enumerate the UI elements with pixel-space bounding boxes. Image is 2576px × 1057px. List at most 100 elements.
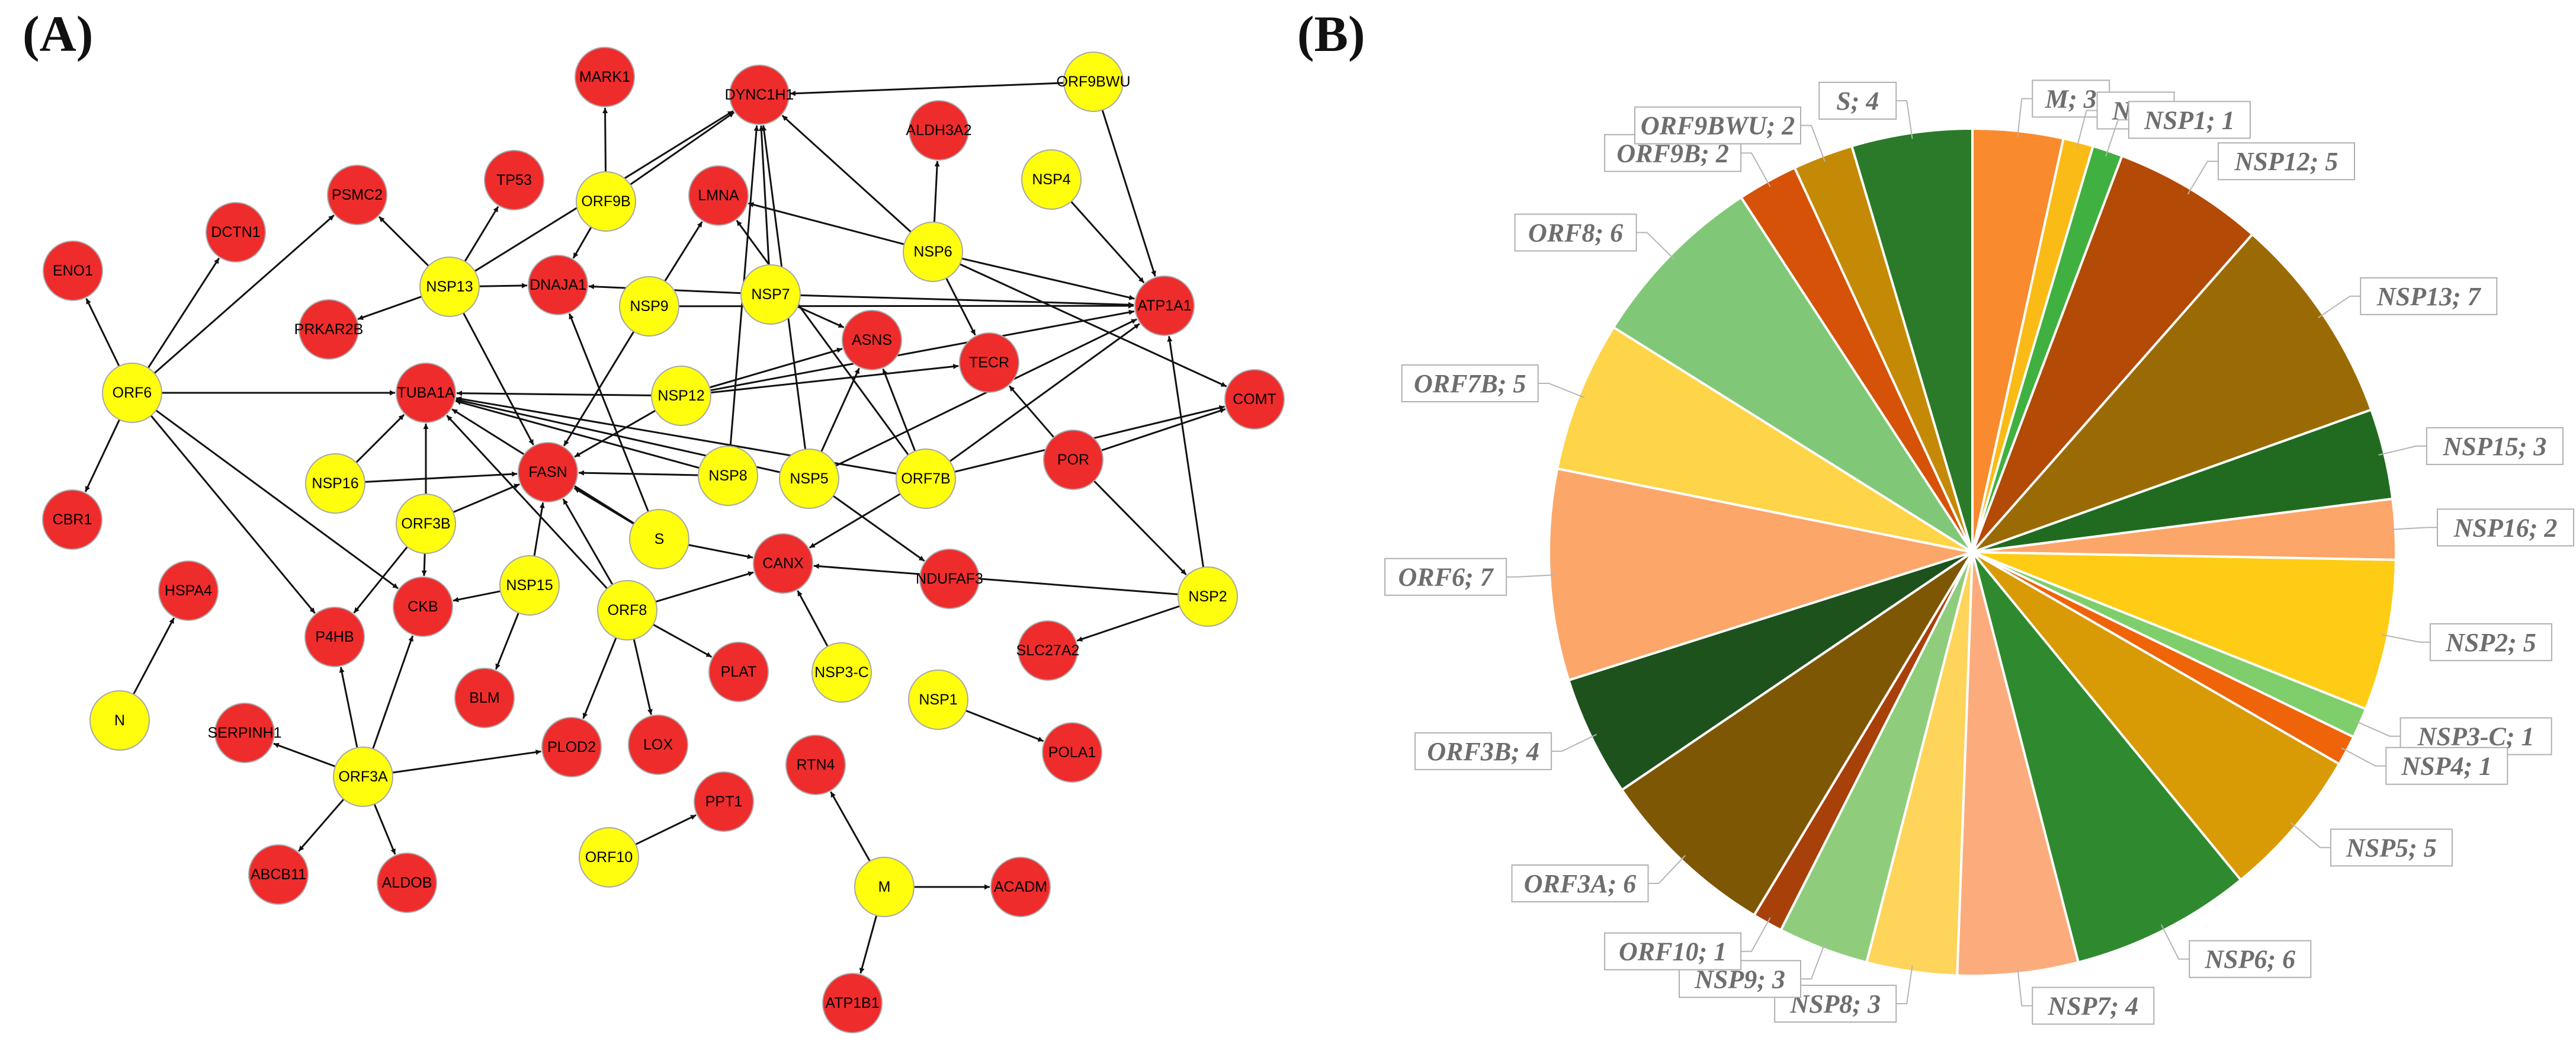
node-circle: [822, 973, 883, 1033]
node-circle: [484, 150, 544, 210]
node-aldh3a2[interactable]: ALDH3A2: [906, 100, 972, 161]
node-atp1a1[interactable]: ATP1A1: [1134, 276, 1195, 336]
node-pola1[interactable]: POLA1: [1042, 722, 1102, 783]
node-nsp5[interactable]: NSP5: [779, 449, 839, 509]
node-label: PSMC2: [332, 187, 383, 203]
node-n[interactable]: N: [89, 690, 150, 751]
node-psmc2[interactable]: PSMC2: [327, 165, 387, 225]
edge-nsp12-to-tecr: [710, 364, 959, 394]
node-slc27a2[interactable]: SLC27A2: [1016, 620, 1080, 681]
node-label: NSP8: [708, 467, 747, 484]
node-blm[interactable]: BLM: [454, 668, 515, 728]
node-cbr1[interactable]: CBR1: [42, 489, 102, 550]
node-orf3a[interactable]: ORF3A: [333, 747, 393, 807]
node-serpinh1[interactable]: SERPINH1: [207, 703, 282, 763]
pie-label-text: NSP9; 3: [1694, 965, 1785, 994]
interaction-network: (A) ENO1 DCTN1 PSMC2 TP53 MARK1 DYNC1H1 ORF9BW…: [23, 5, 1285, 1033]
node-nsp13[interactable]: NSP13: [419, 257, 480, 317]
node-circle: [42, 489, 102, 550]
pie-label-text: NSP8; 3: [1789, 989, 1881, 1018]
node-m[interactable]: M: [854, 857, 915, 917]
node-prkar2b[interactable]: PRKAR2B: [294, 299, 364, 360]
node-label: NDUFAF3: [916, 571, 983, 587]
node-asns[interactable]: ASNS: [842, 310, 902, 370]
node-label: NSP2: [1188, 588, 1227, 605]
node-eno1[interactable]: ENO1: [43, 241, 103, 301]
edge-por-to-tecr: [1008, 385, 1055, 438]
node-ppt1[interactable]: PPT1: [694, 771, 754, 832]
node-ckb[interactable]: CKB: [393, 576, 453, 637]
pie-label-text: S; 4: [1836, 87, 1879, 116]
pie-label-box: [2429, 623, 2552, 661]
edge-nsp12-to-asns: [709, 347, 843, 389]
pie-leader-line: [1648, 855, 1686, 884]
node-orf10[interactable]: ORF10: [579, 827, 639, 888]
pie-label-text: NSP7; 4: [2047, 992, 2138, 1021]
node-tecr[interactable]: TECR: [959, 332, 1019, 393]
node-ndufaf3[interactable]: NDUFAF3: [916, 549, 983, 609]
node-dnaja1[interactable]: DNAJA1: [528, 255, 588, 315]
edge-orf3a-to-aldob: [373, 803, 396, 855]
node-orf7b[interactable]: ORF7B: [896, 449, 956, 509]
node-circle: [396, 363, 456, 423]
pie-label-box: [2032, 79, 2110, 118]
node-orf3b[interactable]: ORF3B: [396, 494, 456, 554]
node-nsp6[interactable]: NSP6: [903, 222, 963, 282]
pie-leader-line: [1636, 232, 1675, 260]
node-nsp1[interactable]: NSP1: [908, 670, 968, 730]
node-nsp3-c[interactable]: NSP3-C: [811, 642, 872, 703]
node-por[interactable]: POR: [1043, 430, 1103, 490]
node-comt[interactable]: COMT: [1224, 369, 1285, 430]
node-mark1[interactable]: MARK1: [575, 47, 635, 107]
edge-orf6-to-ckb: [155, 409, 399, 590]
edge-nsp6-to-dync1h1: [781, 114, 912, 233]
pie-label-box: [2096, 91, 2175, 130]
node-lox[interactable]: LOX: [628, 715, 688, 775]
pie-slice-nsp1: [1971, 145, 2124, 553]
node-nsp4[interactable]: NSP4: [1021, 149, 1082, 210]
node-dctn1[interactable]: DCTN1: [206, 202, 266, 262]
node-nsp15[interactable]: NSP15: [499, 555, 560, 616]
node-nsp9[interactable]: NSP9: [619, 276, 679, 337]
node-canx[interactable]: CANX: [753, 533, 813, 594]
node-rtn4[interactable]: RTN4: [785, 735, 846, 795]
node-p4hb[interactable]: P4HB: [304, 607, 365, 667]
pie-label-text: NSP6; 6: [2204, 945, 2295, 974]
node-dync1h1[interactable]: DYNC1H1: [725, 65, 794, 125]
node-s[interactable]: S: [629, 509, 689, 569]
node-atp1b1[interactable]: ATP1B1: [822, 973, 883, 1033]
edge-nsp5-to-ndufaf3: [832, 495, 925, 562]
edge-orf8-to-lox: [633, 639, 653, 715]
pie-slice-orf8: [1612, 196, 1974, 553]
node-aldob[interactable]: ALDOB: [377, 853, 437, 913]
node-abcb11[interactable]: ABCB11: [248, 844, 309, 905]
node-plod2[interactable]: PLOD2: [541, 717, 602, 777]
node-circle: [89, 690, 150, 751]
node-label: NSP3-C: [814, 664, 869, 681]
node-lmna[interactable]: LMNA: [688, 165, 749, 226]
pie-label-text: M; 3: [2045, 85, 2097, 114]
node-circle: [248, 844, 309, 905]
pie-slice-nsp8: [1865, 552, 1974, 977]
node-fasn[interactable]: FASN: [518, 442, 578, 502]
node-orf9b[interactable]: ORF9B: [576, 171, 636, 232]
node-nsp16[interactable]: NSP16: [305, 453, 365, 514]
node-tp53[interactable]: TP53: [484, 150, 544, 210]
edge-orf7b-to-canx: [809, 493, 901, 549]
node-plat[interactable]: PLAT: [708, 642, 769, 702]
node-tuba1a[interactable]: TUBA1A: [396, 363, 456, 423]
node-label: MARK1: [579, 69, 630, 85]
node-hspa4[interactable]: HSPA4: [158, 560, 219, 621]
node-nsp7[interactable]: NSP7: [740, 264, 801, 325]
node-nsp2[interactable]: NSP2: [1178, 566, 1238, 627]
node-orf8[interactable]: ORF8: [597, 580, 657, 640]
node-label: RTN4: [797, 757, 835, 773]
node-acadm[interactable]: ACADM: [990, 857, 1051, 917]
node-orf6[interactable]: ORF6: [102, 363, 162, 423]
edge-orf9b-to-mark1: [602, 107, 608, 172]
node-orf9bwu[interactable]: ORF9BWU: [1057, 52, 1131, 112]
node-nsp8[interactable]: NSP8: [698, 446, 758, 506]
node-nsp12[interactable]: NSP12: [651, 366, 711, 426]
edge-nsp5-to-asns: [820, 367, 860, 453]
node-label: CKB: [408, 598, 438, 615]
